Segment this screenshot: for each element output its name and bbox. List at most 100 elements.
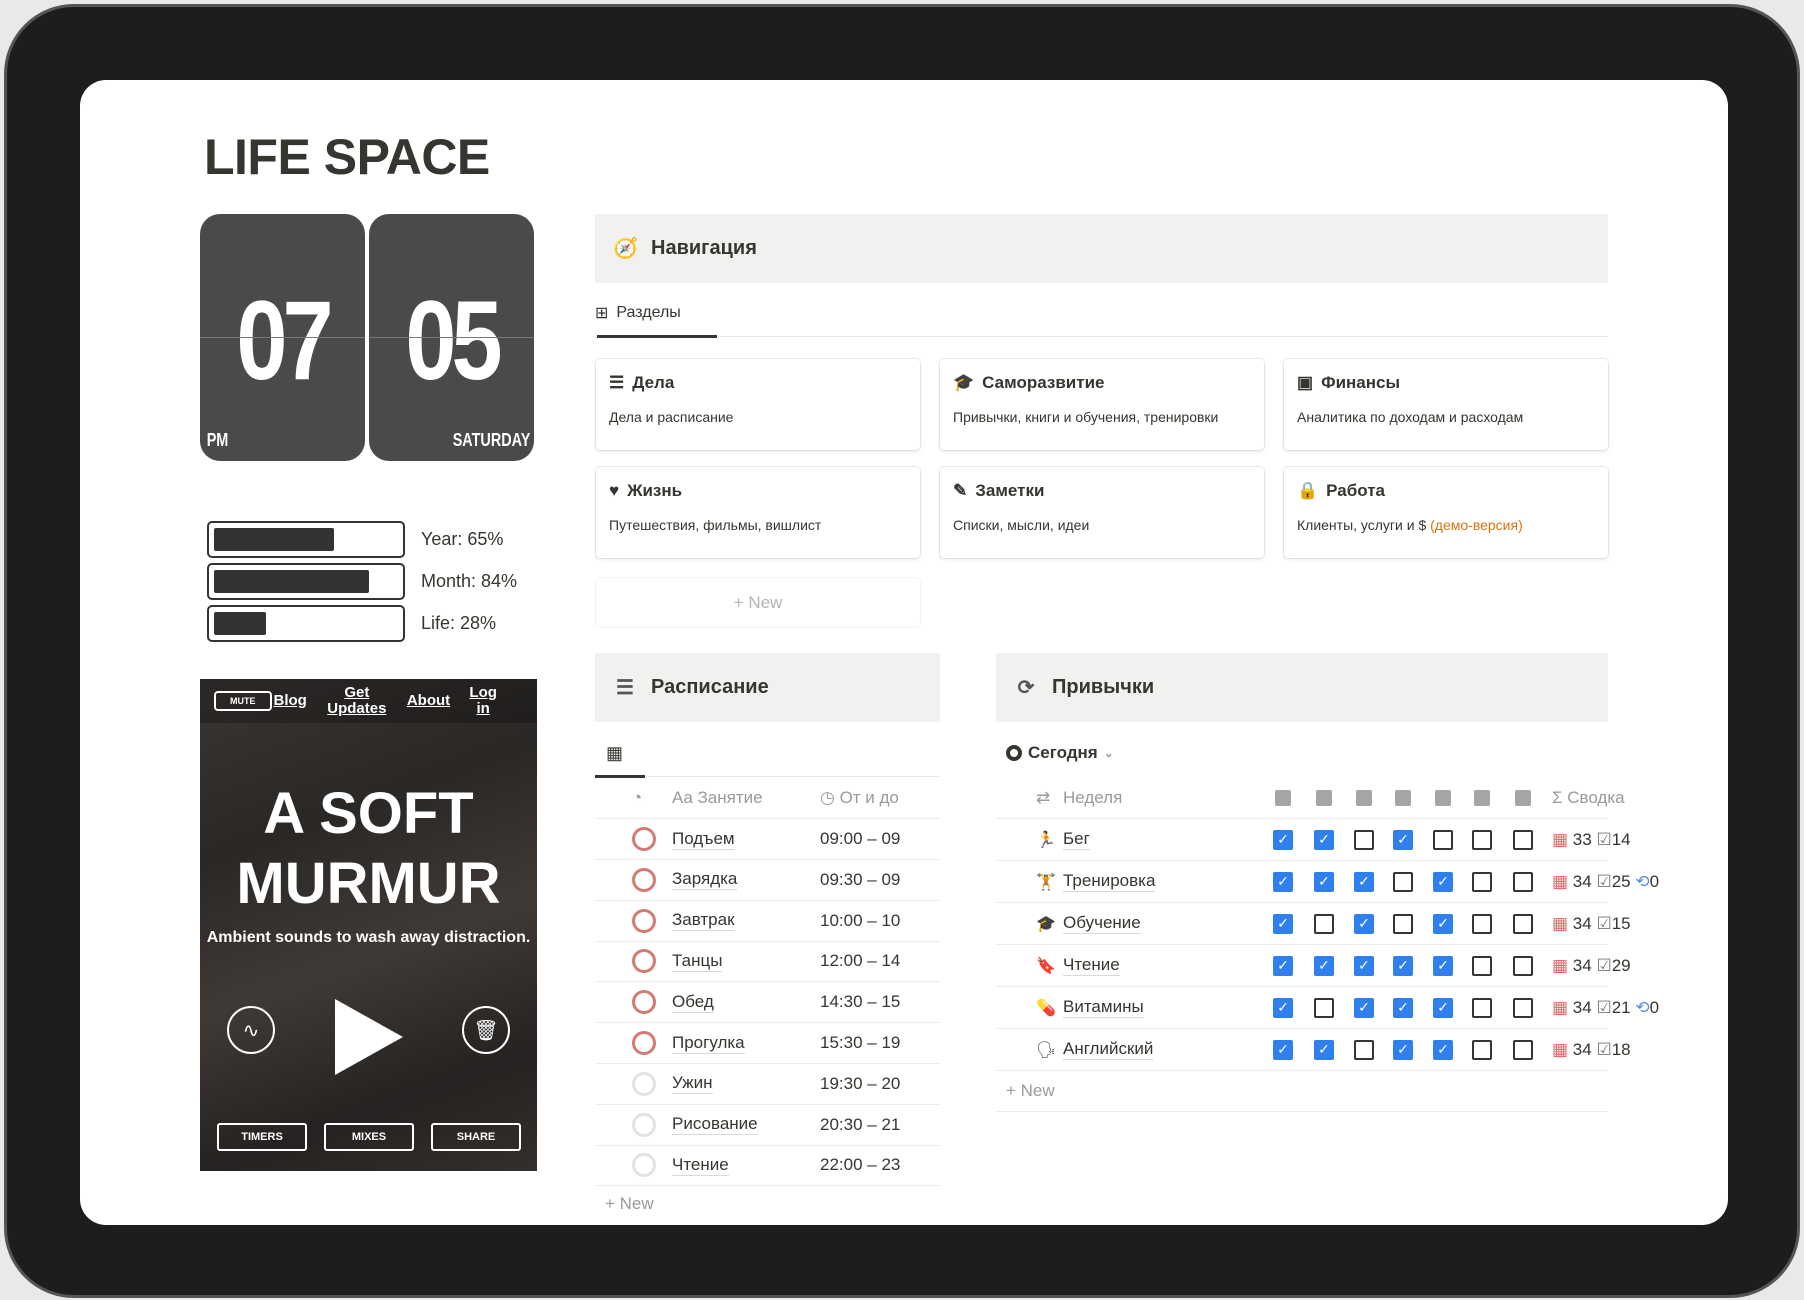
mixes-button[interactable]: MIXES: [324, 1123, 414, 1151]
nav-card[interactable]: ▣ Финансы Аналитика по доходам и расходам: [1284, 359, 1608, 450]
day-checkbox[interactable]: [1513, 1039, 1533, 1060]
get-updates-link[interactable]: Get Updates: [327, 684, 387, 717]
habit-row[interactable]: 🏃 Бег ✓ ✓ ✓ ▦ 33 ☑14: [996, 819, 1631, 861]
table-row[interactable]: Подъем 09:00 – 09: [595, 819, 940, 860]
day-checkbox[interactable]: ✓: [1433, 1039, 1453, 1060]
progress-bar: [207, 521, 405, 558]
mute-button[interactable]: MUTE: [214, 691, 272, 711]
day-checkbox[interactable]: ✓: [1354, 955, 1374, 976]
day-checkbox[interactable]: ✓: [1354, 997, 1374, 1018]
progress-label: Month: 84%: [421, 571, 518, 591]
day-checkbox[interactable]: ✓: [1433, 913, 1453, 934]
table-row[interactable]: Танцы 12:00 – 14: [595, 941, 940, 983]
nav-card[interactable]: 🎓 Саморазвитие Привычки, книги и обучения,…: [940, 359, 1264, 450]
new-label: New: [748, 592, 783, 612]
progress-bar: [207, 563, 405, 600]
day-checkbox[interactable]: [1472, 955, 1492, 976]
table-row[interactable]: Зарядка 09:30 – 09: [595, 860, 940, 901]
day-checkbox[interactable]: ✓: [1433, 871, 1453, 892]
habit-row[interactable]: 🔖 Чтение ✓ ✓ ✓ ✓ ✓ ▦ 34 ☑29: [996, 945, 1631, 987]
day-checkbox[interactable]: ✓: [1273, 955, 1293, 976]
progress-label: Year: 65%: [421, 529, 504, 549]
day-checkbox[interactable]: ✓: [1314, 871, 1334, 892]
nav-card[interactable]: ✎ Заметки Списки, мысли, идеи: [940, 467, 1264, 558]
row-name: Подъем: [672, 828, 735, 850]
new-card-button[interactable]: + New: [596, 578, 920, 627]
habit-row[interactable]: 🎓 Обучение ✓ ✓ ✓ ▦ 34 ☑15: [996, 903, 1631, 945]
habit-row[interactable]: 💊 Витамины ✓ ✓ ✓ ✓ ▦ 34 ☑21 ⟲0: [996, 987, 1659, 1029]
day-checkbox[interactable]: [1513, 913, 1533, 934]
day-checkbox[interactable]: ✓: [1273, 997, 1293, 1018]
row-name: Завтрак: [672, 910, 735, 932]
day-checkbox[interactable]: ✓: [1314, 1039, 1334, 1060]
day-checkbox[interactable]: [1472, 871, 1492, 892]
day-checkbox[interactable]: [1314, 997, 1334, 1018]
day-checkbox[interactable]: [1433, 829, 1453, 850]
day-checkbox[interactable]: ✓: [1354, 871, 1374, 892]
table-view-icon[interactable]: ▦: [606, 743, 624, 763]
day-checkbox[interactable]: ✓: [1433, 997, 1453, 1018]
progress-ring-icon: [632, 867, 656, 892]
habit-row[interactable]: 🏋 Тренировка ✓ ✓ ✓ ✓ ▦ 34 ☑25 ⟲0: [996, 861, 1659, 903]
nav-card[interactable]: ☰ Дела Дела и расписание: [596, 359, 920, 450]
day-checkbox[interactable]: [1513, 871, 1533, 892]
col-time-label: От и до: [839, 788, 899, 807]
login-link[interactable]: Log in: [469, 684, 497, 717]
day-checkbox[interactable]: ✓: [1393, 955, 1413, 976]
new-row-button[interactable]: + New: [605, 1194, 654, 1214]
summary-done: 18: [1611, 1039, 1631, 1059]
day-checkbox[interactable]: [1314, 913, 1334, 934]
habit-row[interactable]: 🗣 Английский ✓ ✓ ✓ ✓ ▦ 34 ☑18: [996, 1029, 1631, 1071]
table-row[interactable]: Прогулка 15:30 – 19: [595, 1023, 940, 1064]
day-checkbox[interactable]: ✓: [1433, 955, 1453, 976]
day-checkbox[interactable]: [1513, 997, 1533, 1018]
view-today[interactable]: Сегодня ⌄: [1006, 743, 1114, 763]
table-row[interactable]: Обед 14:30 – 15: [595, 982, 940, 1024]
share-button[interactable]: SHARE: [431, 1123, 521, 1151]
day-checkbox[interactable]: ✓: [1273, 1039, 1293, 1060]
table-row[interactable]: Чтение 22:00 – 23: [595, 1145, 940, 1187]
tab-sections[interactable]: ⊞ Разделы: [595, 303, 681, 323]
day-checkbox[interactable]: [1472, 997, 1492, 1018]
col-summary-label: Сводка: [1567, 788, 1625, 807]
waveform-icon[interactable]: ∿: [227, 1006, 275, 1054]
day-checkbox[interactable]: ✓: [1273, 829, 1293, 850]
blog-link[interactable]: Blog: [273, 692, 307, 709]
summary-repeat: 0: [1649, 871, 1660, 891]
day-checkbox[interactable]: [1393, 913, 1413, 934]
timers-button[interactable]: TIMERS: [217, 1123, 307, 1151]
trash-icon[interactable]: 🗑: [462, 1006, 510, 1054]
day-checkbox[interactable]: [1472, 1039, 1492, 1060]
calendar-icon: ▦: [1552, 955, 1569, 975]
day-checkbox[interactable]: [1393, 871, 1413, 892]
day-checkbox[interactable]: ✓: [1314, 955, 1334, 976]
day-checkbox[interactable]: ✓: [1273, 913, 1293, 934]
calendar-icon: ▦: [1552, 1039, 1569, 1059]
calendar-icon: ▦: [1552, 997, 1569, 1017]
table-row[interactable]: Завтрак 10:00 – 10: [595, 901, 940, 942]
nav-card[interactable]: ♥ Жизнь Путешествия, фильмы, вишлист: [596, 467, 920, 558]
play-button[interactable]: [335, 999, 403, 1075]
day-checkbox[interactable]: ✓: [1393, 1039, 1413, 1060]
day-checkbox[interactable]: [1354, 829, 1374, 850]
graduation-cap-icon: 🎓: [1036, 915, 1056, 933]
day-checkbox[interactable]: ✓: [1393, 997, 1413, 1018]
day-checkbox[interactable]: [1513, 955, 1533, 976]
edit-icon: ✎: [953, 481, 968, 500]
day-checkbox[interactable]: ✓: [1393, 829, 1413, 850]
day-checkbox[interactable]: [1472, 913, 1492, 934]
day-checkbox[interactable]: [1472, 829, 1492, 850]
row-time: 09:30 – 09: [820, 869, 901, 889]
table-row[interactable]: Рисование 20:30 – 21: [595, 1105, 940, 1146]
dice-5-icon: [1435, 790, 1451, 806]
table-row[interactable]: Ужин 19:30 – 20: [595, 1064, 940, 1105]
day-checkbox[interactable]: ✓: [1273, 871, 1293, 892]
day-checkbox[interactable]: [1513, 829, 1533, 850]
nav-card[interactable]: 🔒 Работа Клиенты, услуги и $ (демо-версия): [1284, 467, 1608, 558]
day-checkbox[interactable]: ✓: [1354, 913, 1374, 934]
progress-fill: [214, 528, 334, 551]
about-link[interactable]: About: [406, 692, 451, 709]
new-habit-button[interactable]: + New: [996, 1071, 1608, 1112]
day-checkbox[interactable]: ✓: [1314, 829, 1334, 850]
day-checkbox[interactable]: [1354, 1039, 1374, 1060]
